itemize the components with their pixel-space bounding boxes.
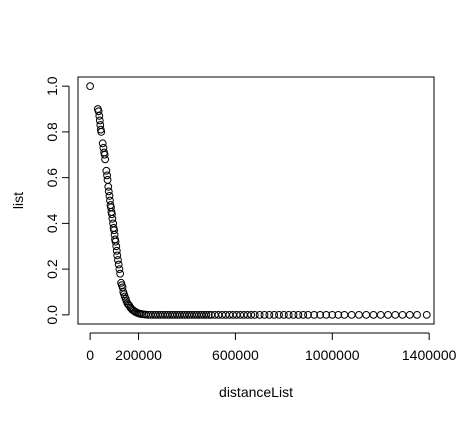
x-tick-label: 1000000 <box>305 347 360 363</box>
y-axis: 0.0 0.2 0.4 0.6 0.8 1.0 <box>44 76 70 325</box>
data-point <box>110 226 118 235</box>
data-point <box>103 176 112 184</box>
data-point <box>202 310 211 319</box>
data-point <box>405 310 414 319</box>
data-point <box>384 310 392 319</box>
x-tick-label: 0 <box>86 347 94 363</box>
data-point <box>104 187 113 196</box>
data-point <box>304 310 312 319</box>
x-axis: 0 200000 600000 1000000 1400000 <box>86 332 457 363</box>
data-point <box>391 310 400 319</box>
data-point <box>294 310 303 319</box>
data-point <box>289 310 298 319</box>
data-point <box>95 116 104 125</box>
data-point <box>265 310 274 319</box>
data-point <box>105 192 114 200</box>
data-point <box>275 310 283 319</box>
data-point <box>413 310 421 319</box>
data-point <box>104 182 113 191</box>
data-point <box>103 171 111 180</box>
data-point <box>204 310 213 319</box>
data-points <box>86 82 431 319</box>
data-point <box>113 251 122 260</box>
data-point <box>116 269 125 278</box>
data-point <box>108 214 117 223</box>
x-tick-label: 600000 <box>212 347 259 363</box>
data-point <box>108 210 116 219</box>
data-point <box>369 310 378 319</box>
data-point <box>260 310 269 319</box>
data-point <box>86 82 95 91</box>
y-tick-label: 0.6 <box>44 168 60 188</box>
data-point <box>376 310 385 319</box>
data-point <box>328 310 337 319</box>
data-point <box>299 310 308 319</box>
data-point <box>111 237 120 246</box>
data-point <box>94 107 103 116</box>
y-tick-label: 1.0 <box>44 76 60 96</box>
data-point <box>284 310 293 319</box>
y-tick-label: 0.0 <box>44 305 60 325</box>
data-point <box>355 310 363 319</box>
data-point <box>279 310 288 319</box>
data-point <box>101 155 110 164</box>
data-point <box>422 310 431 319</box>
y-tick-label: 0.2 <box>44 259 60 279</box>
data-point <box>95 111 104 120</box>
data-point <box>100 150 109 159</box>
data-point <box>247 310 256 319</box>
data-point <box>255 310 264 319</box>
plot-frame <box>77 76 435 325</box>
data-point <box>334 310 343 319</box>
data-point <box>114 256 122 264</box>
data-point <box>112 242 121 251</box>
data-point <box>115 265 124 274</box>
x-axis-label: distanceList <box>219 384 293 400</box>
data-point <box>362 310 371 319</box>
data-point <box>102 166 111 175</box>
x-tick-label: 1400000 <box>402 347 457 363</box>
data-point <box>316 310 325 319</box>
data-point <box>114 260 123 269</box>
data-point <box>322 310 331 319</box>
data-point <box>112 246 121 255</box>
data-point <box>270 310 279 319</box>
data-point <box>250 310 259 319</box>
data-point <box>398 310 407 319</box>
data-point <box>347 310 356 319</box>
x-tick-label: 200000 <box>115 347 162 363</box>
y-tick-label: 0.8 <box>44 122 60 142</box>
y-axis-label: list <box>10 192 26 209</box>
data-point <box>310 310 319 319</box>
data-point <box>97 127 106 136</box>
y-tick-label: 0.4 <box>44 213 60 233</box>
data-point <box>98 139 107 148</box>
